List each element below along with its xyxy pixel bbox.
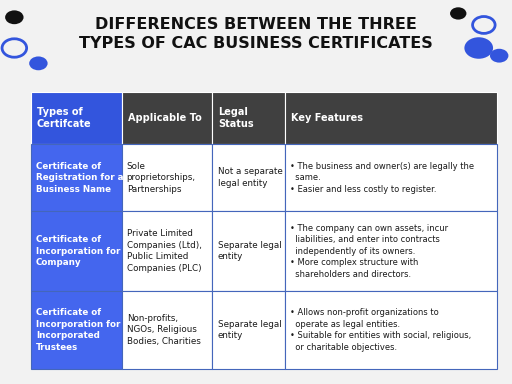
- Circle shape: [464, 37, 493, 59]
- Text: TYPES OF CAC BUSINESS CERTIFICATES: TYPES OF CAC BUSINESS CERTIFICATES: [79, 36, 433, 51]
- Bar: [285, 211, 497, 291]
- Circle shape: [5, 10, 24, 24]
- Text: Certificate of
Registration for a
Business Name: Certificate of Registration for a Busine…: [36, 162, 123, 194]
- Bar: [31, 211, 121, 291]
- Text: Types of
Certifcate: Types of Certifcate: [37, 107, 92, 129]
- Text: • Allows non-profit organizations to
  operate as legal entities.
• Suitable for: • Allows non-profit organizations to ope…: [290, 308, 471, 352]
- Bar: [212, 92, 285, 144]
- Bar: [212, 211, 285, 291]
- Text: • The company can own assets, incur
  liabilities, and enter into contracts
  in: • The company can own assets, incur liab…: [290, 224, 448, 278]
- Bar: [285, 92, 497, 144]
- Bar: [285, 144, 497, 211]
- Text: DIFFERENCES BETWEEN THE THREE: DIFFERENCES BETWEEN THE THREE: [95, 17, 417, 32]
- Text: Private Limited
Companies (Ltd),
Public Limited
Companies (PLC): Private Limited Companies (Ltd), Public …: [126, 230, 202, 273]
- Bar: [121, 144, 212, 211]
- Bar: [121, 211, 212, 291]
- Bar: [31, 92, 121, 144]
- Text: Not a separate
legal entity: Not a separate legal entity: [218, 167, 282, 188]
- Text: Non-profits,
NGOs, Religious
Bodies, Charities: Non-profits, NGOs, Religious Bodies, Cha…: [126, 314, 201, 346]
- Bar: [212, 291, 285, 369]
- Bar: [31, 144, 121, 211]
- Text: • The business and owner(s) are legally the
  same.
• Easier and less costly to : • The business and owner(s) are legally …: [290, 162, 474, 194]
- Bar: [121, 291, 212, 369]
- Bar: [285, 291, 497, 369]
- Circle shape: [29, 56, 48, 70]
- Circle shape: [490, 49, 508, 63]
- Text: Key Features: Key Features: [291, 113, 363, 123]
- Bar: [121, 92, 212, 144]
- Text: Separate legal
entity: Separate legal entity: [218, 241, 281, 262]
- Circle shape: [450, 7, 466, 20]
- Bar: [31, 291, 121, 369]
- Text: Certificate of
Incorporation for
Incorporated
Trustees: Certificate of Incorporation for Incorpo…: [36, 308, 120, 352]
- Bar: [212, 144, 285, 211]
- Text: Separate legal
entity: Separate legal entity: [218, 320, 281, 340]
- Text: Sole
proprietorships,
Partnerships: Sole proprietorships, Partnerships: [126, 162, 196, 194]
- Text: Applicable To: Applicable To: [127, 113, 201, 123]
- Text: Legal
Status: Legal Status: [219, 107, 254, 129]
- Text: Certificate of
Incorporation for a
Company: Certificate of Incorporation for a Compa…: [36, 235, 129, 267]
